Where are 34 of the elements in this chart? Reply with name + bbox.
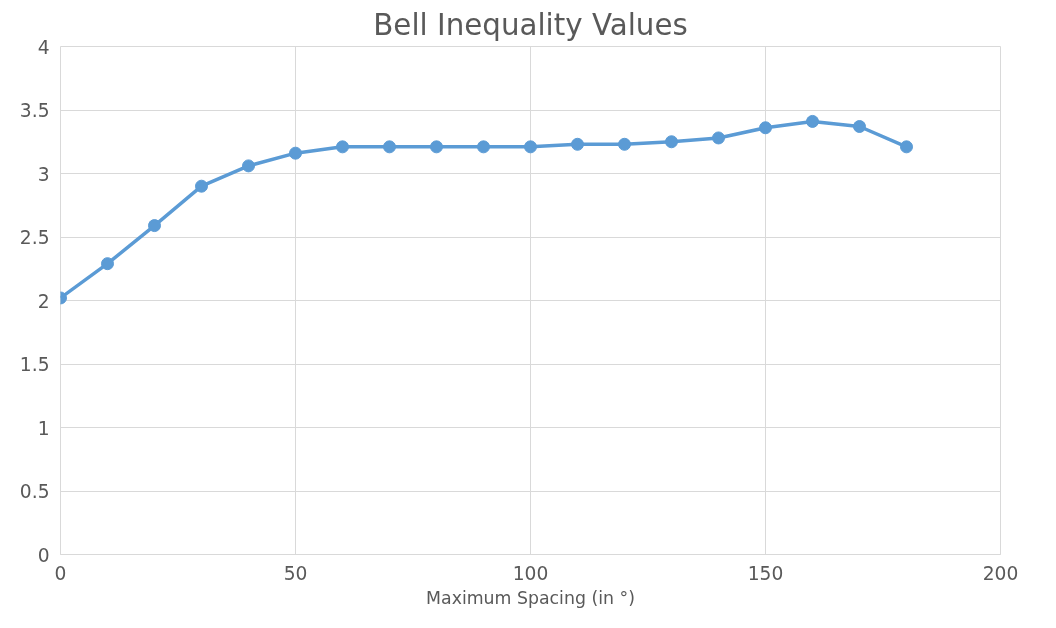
point (853, 120, 866, 133)
point (195, 179, 208, 193)
point (712, 131, 725, 145)
y-tick-label: 2 (37, 290, 50, 312)
point (430, 140, 443, 154)
point (148, 219, 161, 233)
point (383, 140, 396, 154)
point (289, 146, 302, 160)
point (618, 137, 631, 151)
point (571, 137, 584, 151)
point (242, 159, 255, 173)
point (524, 140, 537, 154)
x-tick-label: 150 (747, 562, 784, 584)
x-tick-label: 100 (512, 562, 549, 584)
point (806, 114, 819, 128)
x-tick-label: 0 (54, 562, 67, 584)
y-tick-label: 4 (37, 36, 50, 58)
y-tick-label: 1 (37, 417, 50, 439)
x-tick-label: 50 (283, 562, 308, 584)
y-tick-label: 0.5 (19, 481, 50, 502)
point (336, 140, 349, 154)
point (477, 140, 490, 154)
y-tick-label: 2.5 (19, 227, 50, 248)
y-tick-label: 1.5 (19, 354, 50, 375)
y-tick-label: 0 (37, 544, 50, 566)
chart-title: Bell Inequality Values (373, 7, 688, 42)
point (101, 257, 114, 271)
x-axis-title: Maximum Spacing (in °) (426, 587, 635, 608)
y-tick-label: 3.5 (19, 100, 50, 121)
point (665, 135, 678, 149)
point (900, 140, 913, 154)
x-tick-label: 200 (982, 562, 1019, 584)
y-tick-label: 3 (37, 163, 50, 185)
point (759, 121, 772, 135)
